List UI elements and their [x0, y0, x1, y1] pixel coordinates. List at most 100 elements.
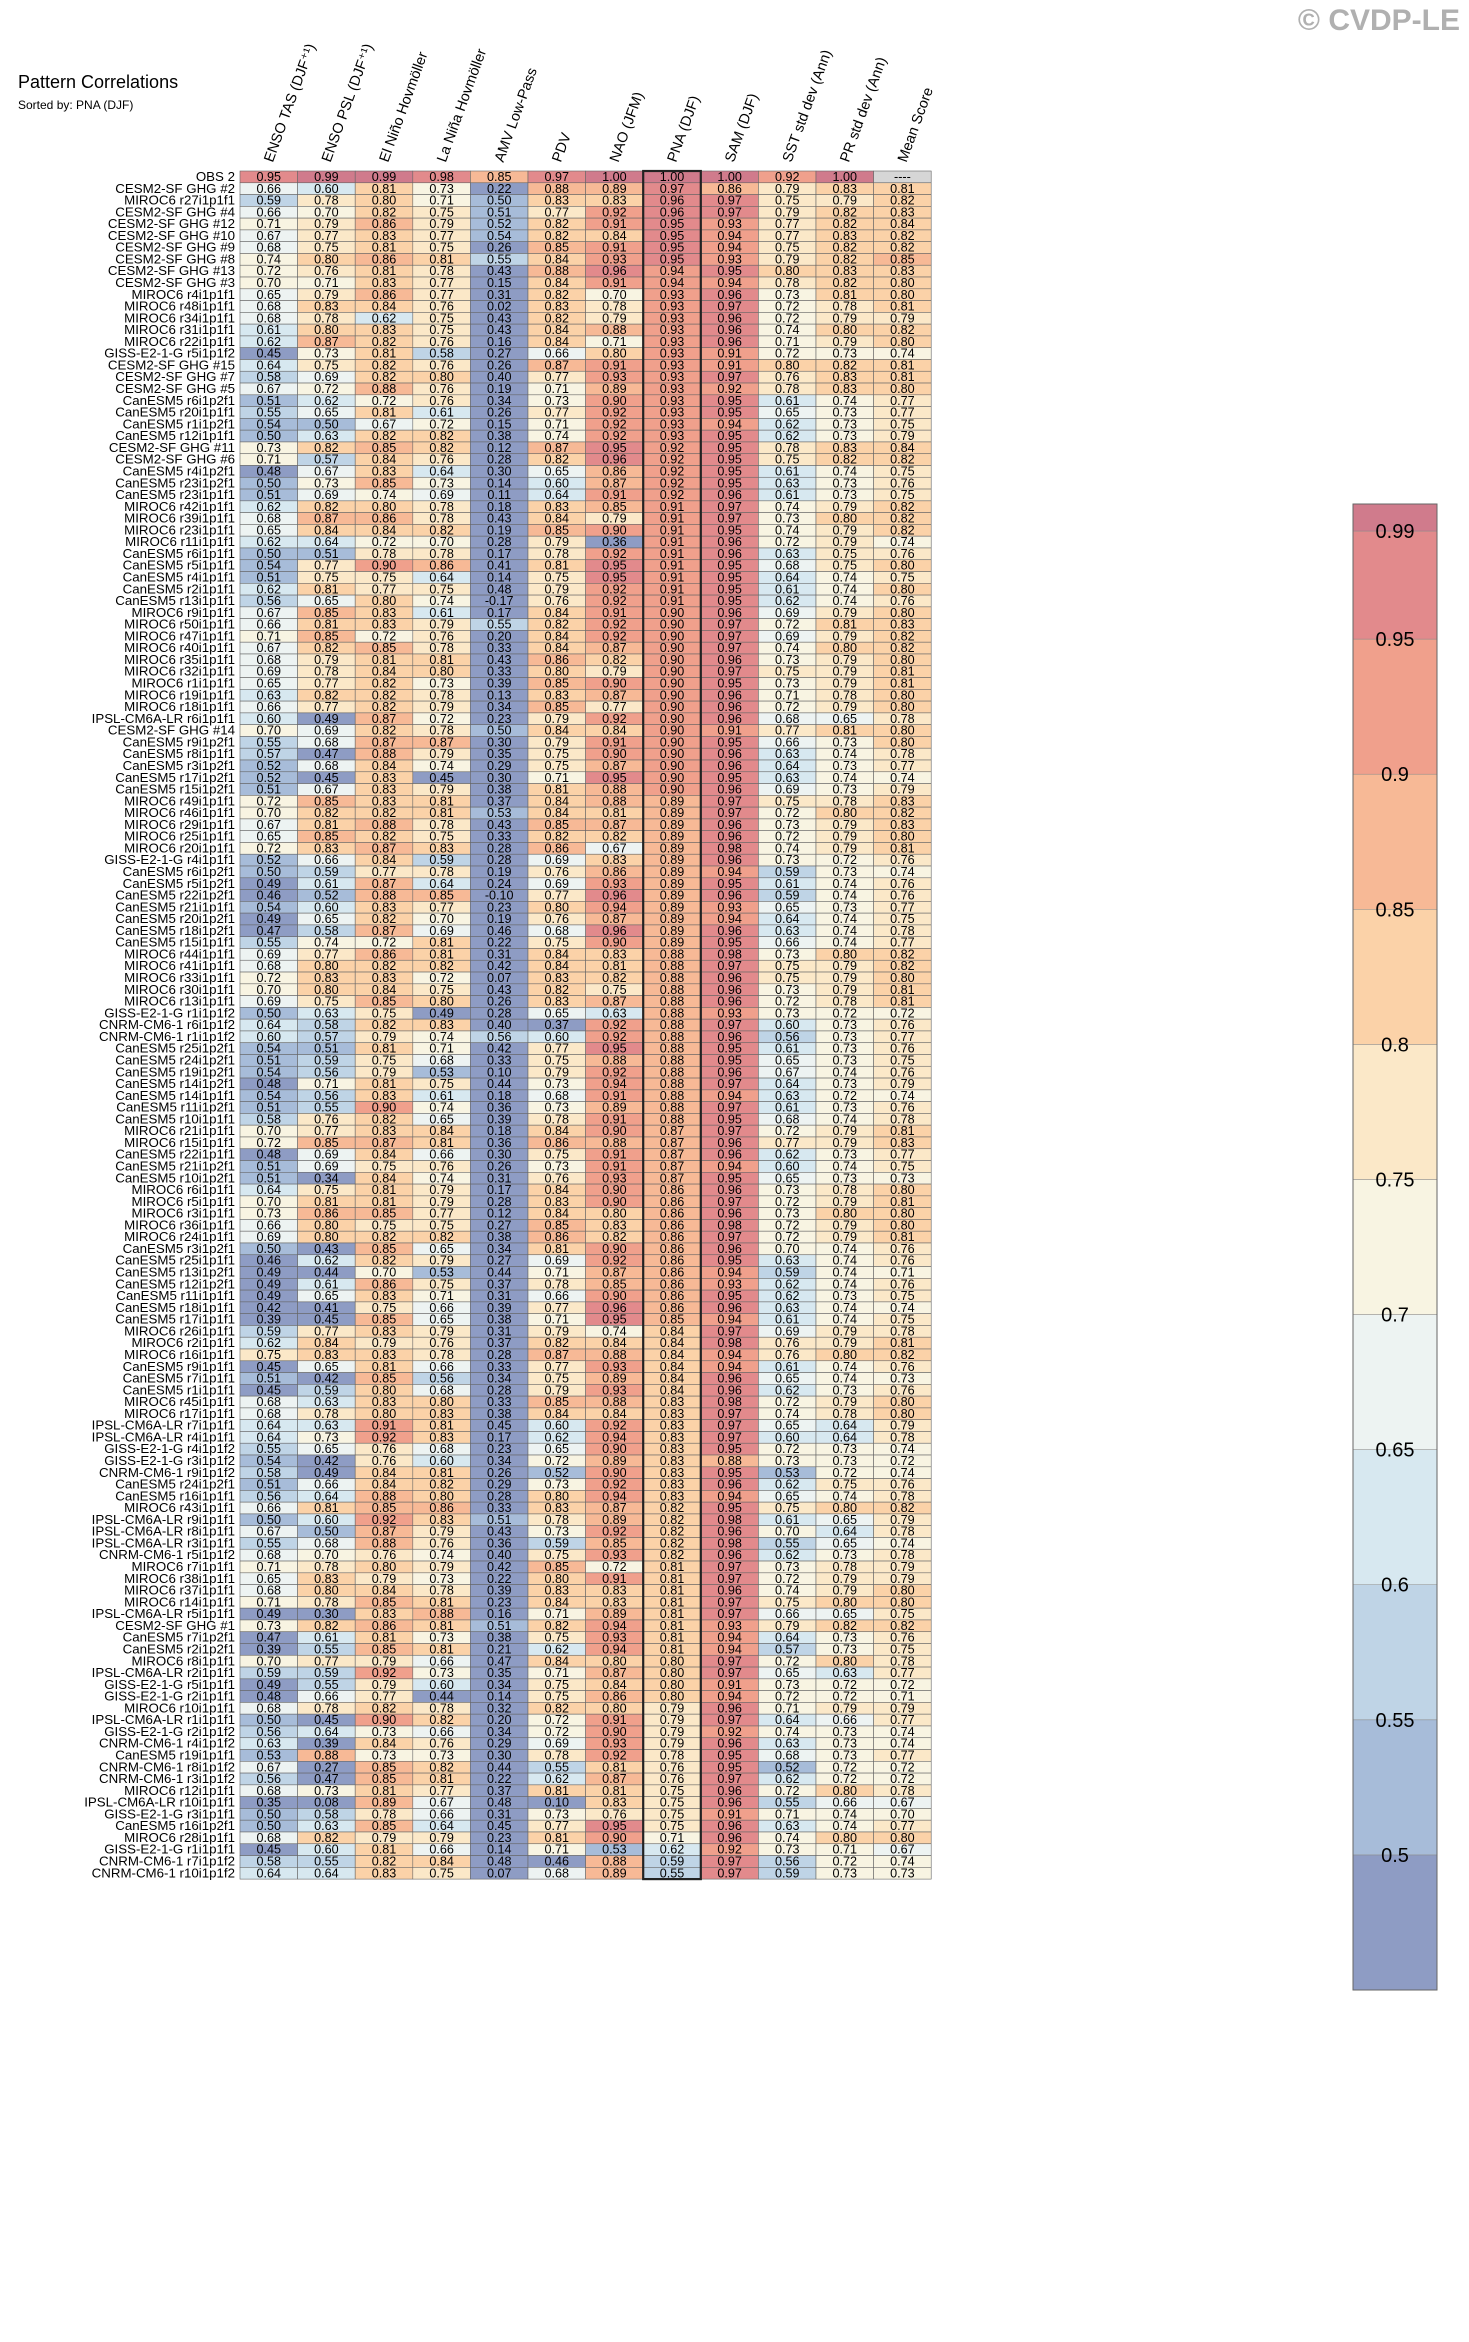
- cell-value: 0.80: [890, 288, 915, 302]
- cell-value: 0.80: [775, 264, 800, 278]
- cell-value: 0.86: [372, 288, 397, 302]
- row-label: MIROC6 r18i1p1f1: [124, 699, 235, 714]
- cell-value: 0.33: [487, 665, 512, 679]
- cell-value: 0.78: [429, 547, 454, 561]
- row-label: CanESM5 r21i1p2f1: [115, 1159, 235, 1174]
- row-label: GISS-E2-1-G r1i1p1f2: [104, 1005, 235, 1020]
- row-label: CanESM5 r14i1p2f1: [115, 1076, 235, 1091]
- cell-value: 0.72: [429, 712, 454, 726]
- cell-value: 0.82: [833, 358, 858, 372]
- cell-value: 0.72: [372, 394, 397, 408]
- cell-value: 0.50: [487, 724, 512, 738]
- row-label: MIROC6 r13i1p1f1: [124, 994, 235, 1009]
- cell-value: 0.82: [372, 429, 397, 443]
- cell-value: 0.76: [429, 394, 454, 408]
- cell-value: 0.74: [833, 571, 858, 585]
- cell-value: 0.48: [487, 582, 512, 596]
- cell-value: 1.00: [717, 170, 742, 184]
- cell-value: 0.81: [372, 347, 397, 361]
- cell-value: 0.50: [314, 417, 339, 431]
- row-label: MIROC6 r30i1p1f1: [124, 982, 235, 997]
- cell-value: 0.77: [314, 559, 339, 573]
- row-label: IPSL-CM6A-LR r2i1p1f1: [92, 1665, 235, 1680]
- cell-value: 0.70: [602, 288, 627, 302]
- cell-value: 0.45: [429, 771, 454, 785]
- row-label: GISS-E2-1-G r5i1p1f1: [104, 1677, 235, 1692]
- row-label: CanESM5 r19i1p1f1: [115, 1748, 235, 1763]
- cell-value: 0.97: [717, 370, 742, 384]
- row-label: CanESM5 r22i1p1f1: [115, 1147, 235, 1162]
- cell-value: 0.82: [833, 217, 858, 231]
- colorbar-segment: [1352, 1449, 1438, 1585]
- heatmap-cells: 0.95 0.99 0.99 0.98 0.85 0.97 1.00 1.00 1.00 0.92…: [239, 170, 932, 1880]
- cell-value: ----: [894, 170, 911, 184]
- cell-value: 0.80: [372, 500, 397, 514]
- cell-value: 0.96: [717, 488, 742, 502]
- cell-value: 0.15: [487, 276, 512, 290]
- cell-value: 0.76: [429, 300, 454, 314]
- cell-value: 0.11: [487, 488, 511, 502]
- cell-value: 0.93: [660, 288, 685, 302]
- cell-value: 0.93: [602, 370, 627, 384]
- row-label: CNRM-CM6-1 r5i1p1f2: [99, 1547, 235, 1562]
- row-label: MIROC6 r21i1p1f1: [124, 1123, 235, 1138]
- cell-value: 0.47: [314, 747, 339, 761]
- cell-value: 0.92: [602, 582, 627, 596]
- cell-value: 0.96: [717, 535, 742, 549]
- cell-value: 0.30: [487, 771, 512, 785]
- colorbar-tick-label: 0.9: [1381, 764, 1409, 786]
- row-label: MIROC6 r32i1p1f1: [124, 664, 235, 679]
- cell-value: 0.85: [890, 252, 915, 266]
- cell-value: 0.68: [545, 1866, 570, 1880]
- cell-value: 0.82: [429, 441, 454, 455]
- row-label: IPSL-CM6A-LR r7i1p1f1: [92, 1418, 235, 1433]
- column-header: AMV Low-Pass: [492, 66, 541, 165]
- row-label: GISS-E2-1-G r1i1p1f1: [104, 1842, 235, 1857]
- cell-value: 0.72: [775, 618, 800, 632]
- cell-value: 0.84: [545, 724, 570, 738]
- row-label: MIROC6 r7i1p1f1: [132, 1559, 235, 1574]
- cell-value: 0.83: [372, 618, 397, 632]
- cell-value: 0.83: [833, 182, 858, 196]
- cell-value: 0.88: [602, 323, 627, 337]
- cell-value: 0.75: [429, 241, 454, 255]
- cell-value: 0.95: [717, 429, 742, 443]
- cell-value: 0.75: [833, 559, 858, 573]
- cell-value: 0.79: [545, 582, 570, 596]
- cell-value: 0.91: [602, 358, 627, 372]
- row-label: MIROC6 r14i1p1f1: [124, 1594, 235, 1609]
- cell-value: 0.77: [602, 700, 627, 714]
- cell-value: 0.82: [890, 229, 915, 243]
- cell-value: 0.82: [545, 453, 570, 467]
- row-label: CNRM-CM6-1 r10i1p1f2: [92, 1865, 235, 1880]
- cell-value: 0.68: [257, 241, 282, 255]
- cell-value: 0.92: [602, 618, 627, 632]
- cell-value: 0.82: [545, 288, 570, 302]
- cell-value: 0.80: [429, 370, 454, 384]
- column-header: PR std dev (Ann): [838, 55, 891, 164]
- cell-value: 0.80: [833, 512, 858, 526]
- cell-value: 0.81: [833, 724, 858, 738]
- cell-value: 0.94: [717, 276, 742, 290]
- cell-value: 0.76: [890, 547, 915, 561]
- cell-value: 0.81: [890, 182, 915, 196]
- cell-value: 0.51: [257, 488, 282, 502]
- cell-value: 0.93: [602, 252, 627, 266]
- row-label: MIROC6 r31i1p1f1: [124, 322, 235, 337]
- cell-value: 0.93: [660, 323, 685, 337]
- colorbar-segment: [1352, 530, 1438, 640]
- cell-value: 0.95: [717, 735, 742, 749]
- cell-value: 0.71: [257, 453, 282, 467]
- cell-value: 0.92: [602, 406, 627, 420]
- row-label: MIROC6 r5i1p1f1: [132, 1194, 235, 1209]
- cell-value: 0.84: [890, 441, 915, 455]
- row-label: IPSL-CM6A-LR r4i1p1f1: [92, 1429, 235, 1444]
- cell-value: 0.74: [775, 323, 800, 337]
- column-headers: ENSO TAS (DJF⁺¹) ENSO PSL (DJF⁺¹) El Niño …: [262, 42, 937, 165]
- cell-value: 0.71: [257, 217, 282, 231]
- cell-value: 0.90: [660, 735, 685, 749]
- cell-value: 0.58: [429, 347, 454, 361]
- cell-value: 1.00: [833, 170, 858, 184]
- row-label: CanESM5 r8i1p1f1: [123, 746, 235, 761]
- cell-value: 0.66: [257, 618, 282, 632]
